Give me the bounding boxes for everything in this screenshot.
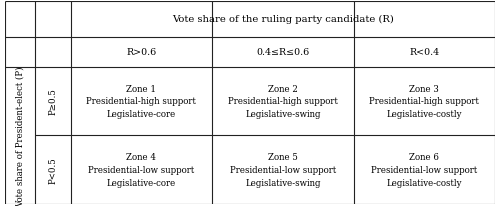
Text: Zone 6
Presidential-low support
Legislative-costly: Zone 6 Presidential-low support Legislat… xyxy=(371,152,478,187)
Text: Vote share of President-elect (P): Vote share of President-elect (P) xyxy=(16,66,24,206)
Text: P≥0.5: P≥0.5 xyxy=(48,88,58,115)
Text: R>0.6: R>0.6 xyxy=(126,48,156,57)
Text: Zone 3
Presidential-high support
Legislative-costly: Zone 3 Presidential-high support Legisla… xyxy=(370,84,479,119)
Text: 0.4≤R≤0.6: 0.4≤R≤0.6 xyxy=(256,48,310,57)
Text: P<0.5: P<0.5 xyxy=(48,157,58,183)
Text: Zone 1
Presidential-high support
Legislative-core: Zone 1 Presidential-high support Legisla… xyxy=(86,84,196,119)
Text: Zone 5
Presidential-low support
Legislative-swing: Zone 5 Presidential-low support Legislat… xyxy=(230,152,336,187)
Text: Zone 4
Presidential-low support
Legislative-core: Zone 4 Presidential-low support Legislat… xyxy=(88,152,194,187)
Text: R<0.4: R<0.4 xyxy=(409,48,440,57)
Text: Vote share of the ruling party candidate (R): Vote share of the ruling party candidate… xyxy=(172,15,394,24)
Text: Zone 2
Presidential-high support
Legislative-swing: Zone 2 Presidential-high support Legisla… xyxy=(228,84,338,119)
